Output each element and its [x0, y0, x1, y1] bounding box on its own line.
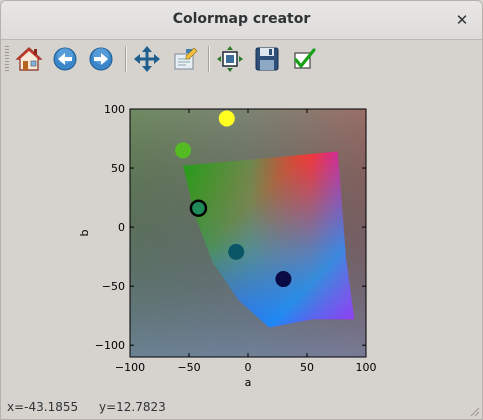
y-axis-label: b — [78, 229, 91, 236]
y-tick-label: −50 — [102, 280, 125, 293]
subplots-button[interactable] — [216, 45, 244, 73]
subplots-icon — [217, 46, 243, 72]
back-arrow-icon — [53, 47, 77, 71]
status-bar: x=-43.1855 y=12.7823 — [1, 396, 482, 419]
home-button[interactable] — [15, 45, 43, 73]
toolbar-separator — [125, 46, 127, 72]
ab-scatter-chart[interactable]: −100 −50 0 50 100 100 50 0 −50 −100 a b — [1, 79, 482, 395]
control-point[interactable] — [228, 243, 245, 260]
zoom-button[interactable] — [170, 45, 198, 73]
forward-arrow-icon — [89, 47, 113, 71]
y-tick-label: 0 — [118, 221, 125, 234]
toolbar-separator — [208, 46, 210, 72]
checkmark-icon — [294, 48, 316, 69]
toolbar-grip[interactable] — [5, 46, 9, 72]
x-tick-label: 50 — [300, 361, 314, 374]
x-tick-label: −50 — [177, 361, 200, 374]
color-gamut-blue — [183, 151, 355, 328]
x-axis-label: a — [245, 376, 252, 389]
toolbar — [1, 40, 482, 78]
cursor-y-readout: y=12.7823 — [99, 400, 166, 414]
y-tick-label: −100 — [95, 339, 125, 352]
control-point[interactable] — [275, 271, 292, 288]
pan-button[interactable] — [133, 45, 161, 73]
forward-button[interactable] — [87, 45, 115, 73]
title-bar: Colormap creator ✕ — [1, 1, 482, 40]
window-title: Colormap creator — [172, 11, 311, 27]
close-button[interactable]: ✕ — [455, 11, 469, 29]
y-tick-label: 100 — [104, 103, 125, 116]
x-tick-label: 0 — [245, 361, 252, 374]
y-tick-label: 50 — [111, 162, 125, 175]
x-tick-label: 100 — [356, 361, 377, 374]
save-icon — [255, 47, 279, 71]
zoom-icon — [174, 47, 198, 70]
save-button[interactable] — [253, 45, 281, 73]
control-point-selected[interactable] — [189, 199, 208, 217]
resize-grip-icon[interactable] — [468, 405, 480, 417]
back-button[interactable] — [51, 45, 79, 73]
control-point[interactable] — [218, 110, 235, 127]
plot-canvas[interactable]: −100 −50 0 50 100 100 50 0 −50 −100 a b — [1, 79, 482, 395]
control-point[interactable] — [175, 142, 192, 159]
home-icon — [15, 47, 43, 71]
x-tick-label: −100 — [115, 361, 145, 374]
cursor-x-readout: x=-43.1855 — [7, 400, 79, 414]
apply-button[interactable] — [290, 45, 318, 73]
pan-icon — [134, 46, 160, 72]
